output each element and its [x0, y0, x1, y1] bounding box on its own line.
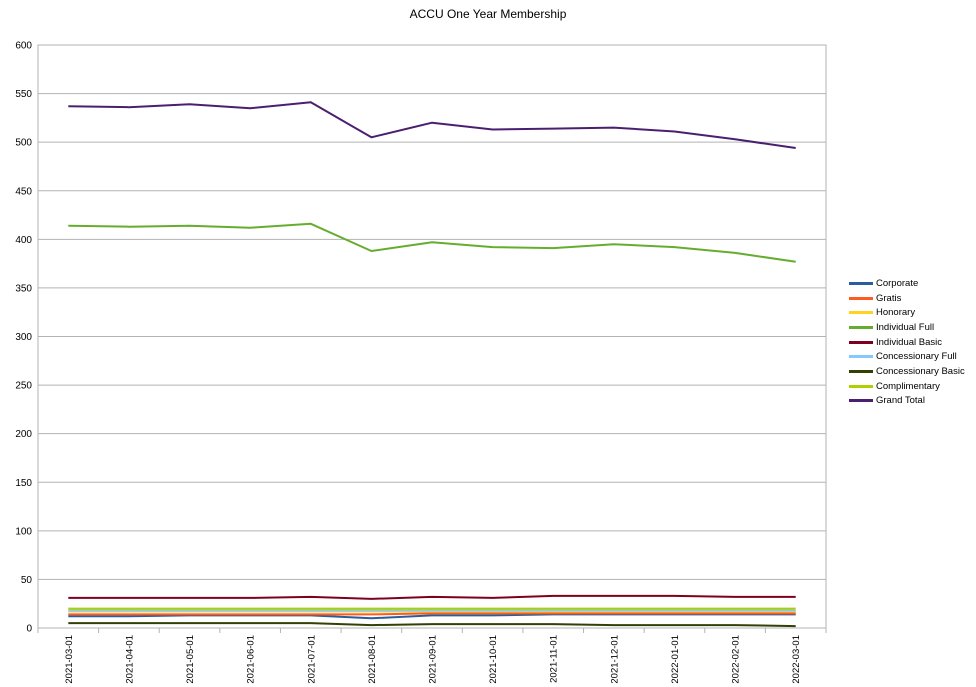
y-tick-label: 600: [15, 41, 32, 52]
legend-label: Concessionary Basic: [876, 365, 965, 377]
legend-label: Complimentary: [876, 380, 940, 392]
x-tick-label: 2021-03-01: [64, 635, 75, 684]
legend-item: Grand Total: [849, 394, 965, 409]
legend-item: Concessionary Full: [849, 349, 965, 364]
legend-swatch: [849, 325, 873, 329]
legend-label: Corporate: [876, 277, 919, 289]
y-tick-label: 500: [15, 138, 32, 149]
series-line-gratis: [68, 612, 796, 616]
y-tick-label: 550: [15, 89, 32, 100]
legend-swatch: [849, 340, 873, 344]
y-tick-label: 200: [15, 429, 32, 440]
x-tick-label: 2021-05-01: [185, 635, 196, 684]
legend-item: Complimentary: [849, 379, 965, 394]
axes: 0 50 100 150 200 250 300 350 400 450 500 550 600 2021…: [15, 41, 827, 684]
y-tick-label: 300: [15, 332, 32, 343]
legend-swatch: [849, 369, 873, 373]
series-lines: [68, 101, 796, 628]
legend-label: Grand Total: [876, 395, 925, 407]
series-line-grand-total: [68, 101, 796, 149]
series-line-individual-full: [68, 222, 796, 263]
gridlines: [38, 44, 826, 629]
legend: Corporate Gratis Honorary Individual Full In…: [849, 276, 965, 408]
legend-label: Individual Full: [876, 321, 935, 333]
x-tick-label: 2021-08-01: [367, 635, 378, 684]
legend-label: Gratis: [876, 292, 902, 304]
legend-swatch: [849, 296, 873, 300]
x-tick-label: 2021-10-01: [488, 635, 499, 684]
plot-frame: [37, 44, 827, 629]
legend-label: Honorary: [876, 307, 916, 319]
legend-swatch: [849, 281, 873, 285]
legend-item: Honorary: [849, 305, 965, 320]
legend-swatch: [849, 399, 873, 403]
legend-item: Individual Full: [849, 320, 965, 335]
y-tick-label: 50: [21, 575, 33, 586]
x-tick-label: 2021-12-01: [609, 635, 620, 684]
y-tick-label: 350: [15, 283, 32, 294]
legend-label: Individual Basic: [876, 336, 943, 348]
x-tick-label: 2022-02-01: [731, 635, 742, 684]
legend-item: Gratis: [849, 291, 965, 306]
x-tick-label: 2022-03-01: [791, 635, 802, 684]
legend-swatch: [849, 384, 873, 388]
x-tick-label: 2022-01-01: [670, 635, 681, 684]
x-tick-label: 2021-09-01: [428, 635, 439, 684]
x-tick-label: 2021-04-01: [124, 635, 135, 684]
x-tick-label: 2021-06-01: [246, 635, 257, 684]
y-tick-label: 250: [15, 381, 32, 392]
chart-title: ACCU One Year Membership: [409, 7, 567, 21]
y-tick-label: 150: [15, 478, 32, 489]
legend-label: Concessionary Full: [876, 351, 957, 363]
series-line-individual-basic: [68, 594, 796, 600]
y-tick-label: 450: [15, 186, 32, 197]
x-tick-label: 2021-11-01: [549, 635, 560, 683]
y-tick-label: 0: [26, 624, 32, 635]
legend-item: Concessionary Basic: [849, 364, 965, 379]
y-tick-label: 400: [15, 235, 32, 246]
legend-item: Corporate: [849, 276, 965, 291]
legend-swatch: [849, 311, 873, 315]
legend-item: Individual Basic: [849, 335, 965, 350]
x-tick-label: 2021-07-01: [306, 635, 317, 684]
legend-swatch: [849, 355, 873, 359]
series-line-concessionary-basic: [68, 622, 796, 628]
y-tick-label: 100: [15, 526, 32, 537]
